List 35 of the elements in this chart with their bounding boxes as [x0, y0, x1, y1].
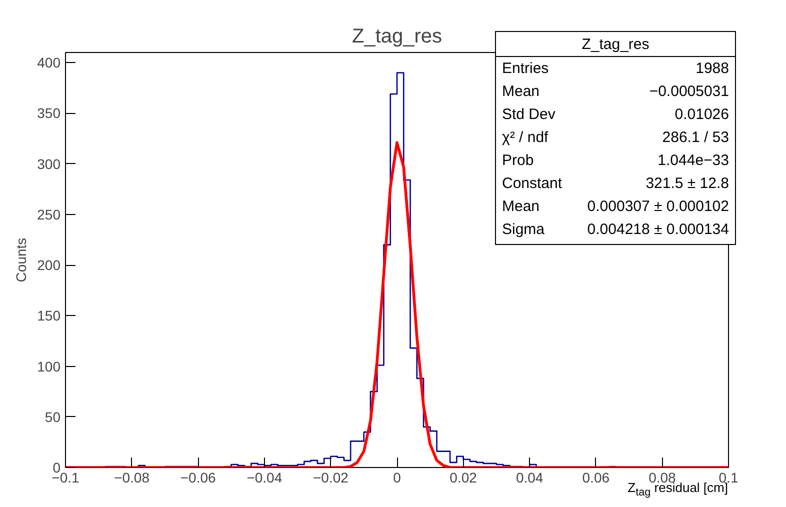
chart-title: Z_tag_res — [352, 26, 442, 48]
x-tick-label: 0.04 — [516, 470, 544, 486]
annotation: χ² / ndf — [501, 128, 550, 148]
annotation: 0.004218 ± 0.000134 — [586, 220, 730, 240]
annotation: Sigma — [501, 220, 546, 240]
annotation: 321.5 ± 12.8 — [644, 174, 730, 194]
x-tick-label: 0 — [393, 470, 402, 486]
y-tick-label: 300 — [37, 156, 61, 172]
annotation: Std Dev — [501, 104, 556, 125]
annotation: Prob — [501, 150, 535, 171]
y-axis-title: Counts — [13, 238, 30, 282]
annotation: 1988 — [694, 58, 730, 79]
y-tick-label: 350 — [37, 105, 61, 122]
x-tick-label: −0.04 — [246, 470, 282, 486]
y-tick-label: 200 — [37, 257, 61, 274]
annotation: 1.044e−33 — [656, 150, 730, 171]
annotation: 0.000307 ± 0.000102 — [586, 196, 730, 217]
y-tick-label: 150 — [37, 308, 61, 324]
x-tick-label: 0.02 — [450, 470, 478, 486]
x-tick-label: −0.06 — [180, 470, 216, 486]
annotation: Entries — [501, 58, 550, 79]
y-tick-label: 400 — [37, 54, 61, 71]
y-tick-label: 100 — [37, 358, 61, 374]
x-tick-label: 0.06 — [582, 470, 610, 486]
annotation: −0.0005031 — [648, 82, 730, 102]
x-tick-label: −0.02 — [312, 470, 349, 486]
annotation: Constant — [501, 174, 564, 194]
y-tick-label: 250 — [37, 206, 61, 222]
annotation: Mean — [501, 196, 541, 217]
annotation: Z_tag_res — [496, 32, 735, 57]
annotation: 0.01026 — [674, 104, 730, 125]
x-tick-label: −0.08 — [114, 470, 150, 486]
annotation: Mean — [501, 82, 541, 102]
y-tick-label: 50 — [44, 408, 61, 425]
annotation: 286.1 / 53 — [661, 128, 730, 148]
